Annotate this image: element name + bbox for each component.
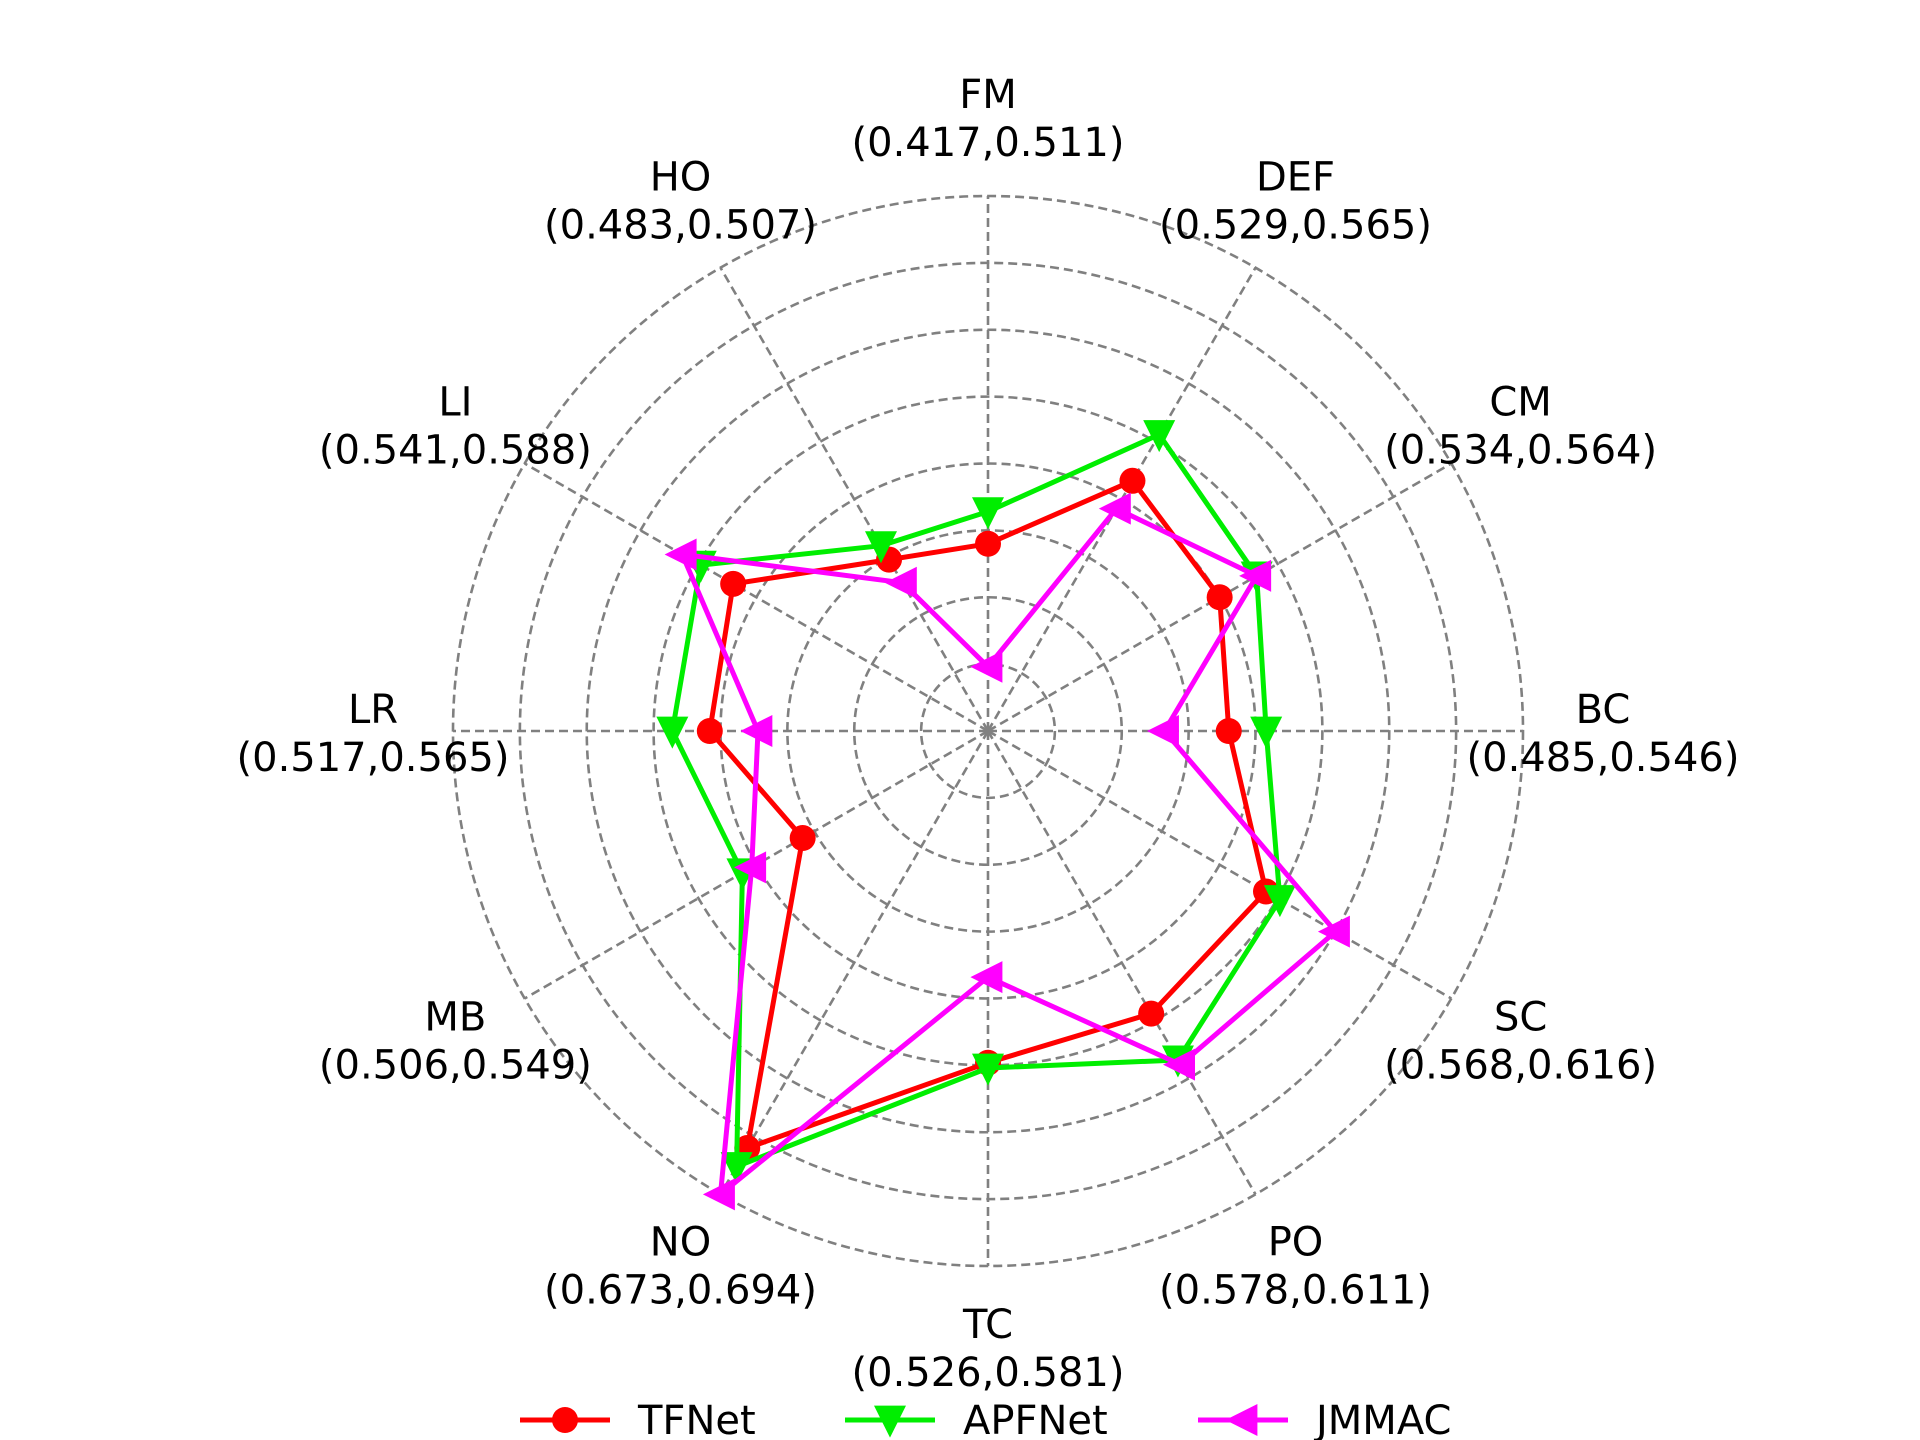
axis-range: (0.578,0.611) xyxy=(1159,1268,1432,1314)
axis-labels: FM(0.417,0.511) DEF(0.529,0.565) CM(0.534,… xyxy=(237,72,1740,1396)
point-apfnet-lr xyxy=(656,716,689,749)
axis-label-sc: SC(0.568,0.616) xyxy=(1384,995,1657,1089)
point-jmmac-mb xyxy=(734,851,767,884)
axis-name: LI xyxy=(438,380,472,426)
point-jmmac-ho xyxy=(884,566,917,599)
axis-label-tc: TC(0.526,0.581) xyxy=(852,1302,1125,1396)
axis-name: NO xyxy=(650,1220,711,1266)
axis-name: BC xyxy=(1576,687,1631,733)
axis-range: (0.517,0.565) xyxy=(237,735,510,781)
axis-range: (0.485,0.546) xyxy=(1467,735,1740,781)
axis-label-fm: FM(0.417,0.511) xyxy=(852,72,1125,166)
point-tfnet-fm xyxy=(975,530,1001,557)
axis-name: HO xyxy=(650,154,712,200)
grid-spoke xyxy=(986,730,1257,1195)
axis-name: LR xyxy=(348,687,398,733)
legend-marker-apfnet xyxy=(874,1405,906,1438)
axis-name: DEF xyxy=(1256,154,1335,200)
point-jmmac-li xyxy=(664,538,697,571)
point-tfnet-lr xyxy=(696,718,723,744)
axis-range: (0.417,0.511) xyxy=(852,120,1125,166)
axis-label-lr: LR(0.517,0.565) xyxy=(237,687,510,781)
point-tfnet-mb xyxy=(789,825,816,851)
axis-range: (0.541,0.588) xyxy=(319,428,592,474)
legend-marker-tfnet xyxy=(552,1407,578,1433)
grid-spoke xyxy=(719,730,990,1195)
point-jmmac-fm xyxy=(970,650,1003,683)
axis-label-po: PO(0.578,0.611) xyxy=(1159,1220,1432,1314)
point-jmmac-cm xyxy=(1239,559,1272,592)
axis-name: TC xyxy=(962,1302,1013,1348)
point-apfnet-bc xyxy=(1250,716,1283,749)
axis-label-ho: HO(0.483,0.507) xyxy=(544,154,817,248)
axis-label-li: LI(0.541,0.588) xyxy=(319,380,592,474)
point-jmmac-po xyxy=(1163,1048,1195,1081)
axis-label-bc: BC(0.485,0.546) xyxy=(1467,687,1740,781)
axis-name: CM xyxy=(1489,380,1551,426)
axis-label-cm: CM(0.534,0.564) xyxy=(1384,380,1657,474)
point-tfnet-def xyxy=(1119,467,1146,494)
axis-name: FM xyxy=(959,72,1017,118)
axis-range: (0.506,0.549) xyxy=(319,1043,592,1089)
legend-marker-jmmac xyxy=(1225,1404,1258,1436)
axis-label-mb: MB(0.506,0.549) xyxy=(319,995,592,1089)
legend-item-tfnet: TFNet xyxy=(520,1398,756,1440)
legend-label-tfnet: TFNet xyxy=(637,1398,756,1440)
point-jmmac-lr xyxy=(740,715,773,747)
point-tfnet-bc xyxy=(1215,718,1242,744)
axis-range: (0.526,0.581) xyxy=(852,1350,1125,1396)
axis-range: (0.568,0.616) xyxy=(1384,1043,1657,1089)
legend-label-apfnet: APFNet xyxy=(963,1398,1108,1440)
point-tfnet-cm xyxy=(1206,584,1233,611)
series-jmmac xyxy=(664,492,1350,1211)
grid-ring xyxy=(585,328,1391,1134)
axis-range: (0.534,0.564) xyxy=(1384,428,1657,474)
point-jmmac-def xyxy=(1098,492,1131,525)
axis-range: (0.673,0.694) xyxy=(544,1268,817,1314)
grid-spoke xyxy=(719,267,990,732)
point-apfnet-no xyxy=(720,1152,753,1185)
point-apfnet-sc xyxy=(1263,885,1296,918)
point-jmmac-sc xyxy=(1317,915,1350,948)
axis-name: SC xyxy=(1494,995,1547,1041)
point-apfnet-tc xyxy=(972,1053,1004,1086)
series-layer xyxy=(656,420,1350,1211)
axis-range: (0.483,0.507) xyxy=(544,202,817,248)
point-apfnet-def xyxy=(1143,420,1176,453)
grid-spoke xyxy=(524,462,989,733)
point-jmmac-bc xyxy=(1146,715,1179,747)
point-jmmac-no xyxy=(702,1178,735,1211)
legend-label-jmmac: JMMAC xyxy=(1313,1398,1451,1440)
point-apfnet-ho xyxy=(865,531,897,564)
legend-item-apfnet: APFNet xyxy=(845,1398,1108,1440)
point-tfnet-po xyxy=(1138,1000,1165,1027)
axis-label-def: DEF(0.529,0.565) xyxy=(1159,154,1432,248)
axis-name: PO xyxy=(1268,1220,1324,1266)
grid xyxy=(451,194,1525,1268)
grid-spoke xyxy=(987,729,1452,1000)
legend: TFNet APFNet JMMAC xyxy=(520,1398,1451,1440)
axis-label-no: NO(0.673,0.694) xyxy=(544,1220,817,1314)
point-apfnet-fm xyxy=(972,497,1004,530)
point-tfnet-li xyxy=(720,570,747,597)
axis-name: MB xyxy=(424,995,486,1041)
point-jmmac-tc xyxy=(970,961,1003,994)
legend-item-jmmac: JMMAC xyxy=(1198,1398,1451,1440)
axis-range: (0.529,0.565) xyxy=(1159,202,1432,248)
